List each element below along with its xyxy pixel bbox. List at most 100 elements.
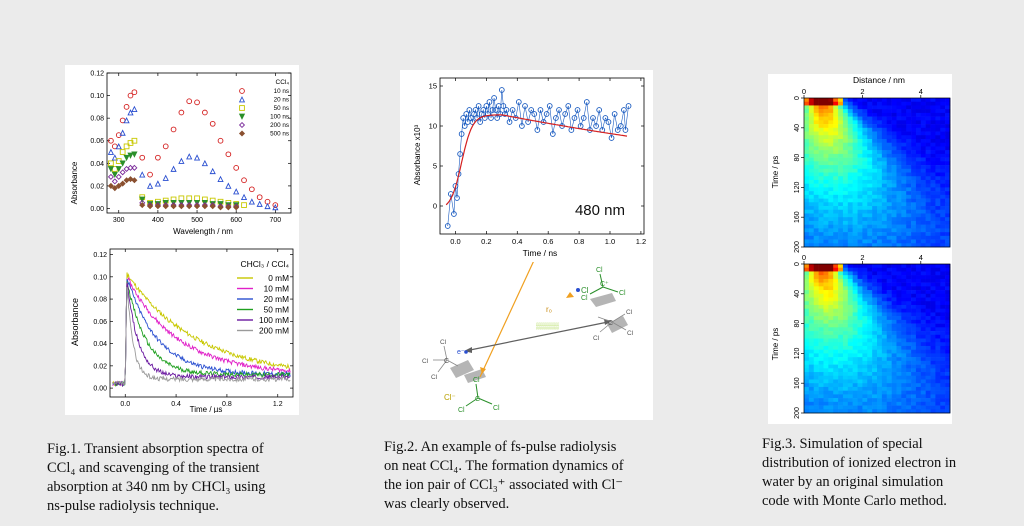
fig1-bottom-legend-label: 0 mM [268,273,289,283]
fig3-top-cell [813,243,819,248]
fig1-top-point-0 [272,202,279,208]
fig3-top-cell [808,187,815,192]
fig3-bottom-cell [872,319,878,324]
fig3-bottom-cell [833,394,839,399]
fig3-bottom-cell [877,282,883,287]
fig3-top-cell [881,135,888,140]
fig3-top-cell [867,183,873,188]
fig3-bottom-cell [813,364,819,369]
fig3-bottom-cell [930,353,936,358]
fig3-bottom-cell [804,319,810,324]
fig3-bottom-cell [818,308,824,313]
fig3-top-cell [833,138,839,143]
fig3-bottom-cell [857,338,863,343]
fig1-top-frame [106,72,292,214]
fig3-bottom-cell [915,342,922,347]
fig3-bottom-cell [813,375,819,380]
fig3-top-cell [842,127,849,132]
fig3-top-cell [881,161,888,166]
fig3-bottom-cell [940,409,946,414]
fig3-top-cell [920,194,926,199]
fig3-top-cell [818,243,824,248]
fig3-top-cell [872,98,878,103]
ccl3-bottom-cl-2: Cl [458,407,465,414]
fig3-top-cell [925,217,931,222]
fig3-top-cell [930,187,936,192]
fig3-top-cell [857,194,863,199]
fig3-top-cell [852,116,858,121]
fig3-bottom-cell [842,390,849,395]
fig3-top-cell [930,209,936,214]
fig3-bottom-ytick-label: 0 [794,262,801,266]
fig3-top-cell [823,235,829,240]
fig3-top-cell [911,109,917,114]
fig3-top-cell [925,179,931,184]
fig3-top-cell [867,243,873,248]
fig3-bottom-cell [881,409,888,414]
fig2-point [472,107,479,113]
fig3-top-cell [867,120,873,125]
fig3-top-cell [925,127,931,132]
fig3-bottom-cell [891,401,897,406]
fig3-top-cell [891,153,897,158]
fig3-top-cell [804,176,810,181]
fig3-bottom-cell [911,308,917,313]
fig3-top-cell [881,224,888,229]
fig3-top-cell [838,172,844,177]
fig3-bottom-cell [901,375,907,380]
fig3-top-cell [857,120,863,125]
fig1-bottom-ytick-label: 0.08 [93,297,107,304]
fig3-top-cell [804,157,810,162]
fig3-bottom-cell [872,379,878,384]
fig3-bottom-cell [906,323,912,328]
fig2-point [460,115,467,121]
fig3-top-cell [886,194,892,199]
fig3-bottom-cell [877,383,883,388]
fig1-top-point-5 [119,180,126,187]
fig3-top-cell [862,112,868,117]
fig2-fit-line [445,114,628,206]
fig3-bottom-cell [930,297,936,302]
fig3-bottom-cell [925,264,931,269]
fig2-point [454,195,460,201]
fig3-bottom-cell [930,383,936,388]
fig3-top-cell [818,239,824,244]
fig3-bottom-cell [915,368,922,373]
fig3-top-cell [920,157,926,162]
fig3-bottom-cell [833,405,839,410]
fig3-bottom-cell [940,297,946,302]
fig3-top-cell [906,172,912,177]
fig3-top-cell [881,243,888,248]
fig3-top-cell [808,194,815,199]
fig3-bottom-cell [847,353,853,358]
fig3-bottom-cell [823,338,829,343]
fig2-chart: Absorbance x10³ Time / ns 480 nm 0.0 0.2 0… [413,77,646,258]
fig3-bottom-cell [940,353,946,358]
fig3-top-cell [915,209,922,214]
fig3-top-cell [804,232,810,237]
fig3-top-cell [862,243,868,248]
fig3-bottom-cell [823,345,829,350]
fig3-top-cell [886,105,892,110]
fig3-top-cell [945,243,951,248]
fig3-top-cell [847,165,853,170]
fig3-top-cell [886,101,892,106]
fig3-top-cell [940,116,946,121]
fig3-top-cell [906,165,912,170]
fig1-top-ytick-label: 0.00 [90,206,104,213]
fig3-bottom-cell [930,278,936,283]
fig3-bottom-cell [877,323,883,328]
fig1-top-point-1 [217,175,224,182]
fig3-top-cell [881,142,888,147]
fig3-bottom-cell [925,368,931,373]
fig3-bottom-cell [925,327,931,332]
fig2-point [444,223,451,229]
fig1-top-point-0 [123,104,130,110]
fig3-bottom-cell [930,364,936,369]
fig3-top-cell [872,150,878,155]
fig1-top-xtick-label: 600 [230,217,242,224]
fig3-top-cell [877,150,883,155]
fig3-bottom-cell [886,331,892,336]
fig3-top-cell [847,213,853,218]
fig3-top-cell [838,243,844,248]
